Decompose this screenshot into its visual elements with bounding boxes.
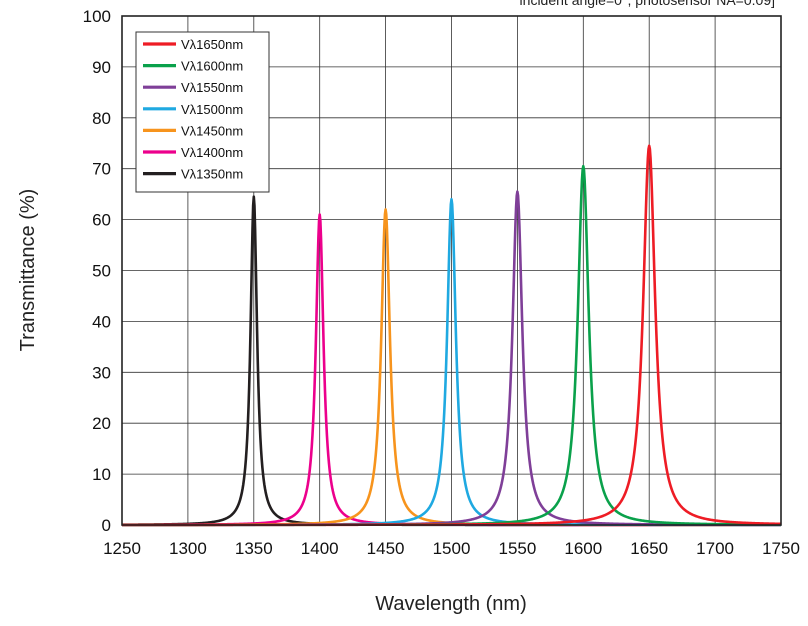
legend-label: Vλ1400nm (181, 145, 243, 160)
grid-lines (122, 16, 781, 525)
x-tick-label: 1400 (301, 539, 339, 558)
y-tick-label: 40 (92, 312, 111, 331)
legend-label: Vλ1450nm (181, 123, 243, 138)
y-tick-label: 80 (92, 109, 111, 128)
x-tick-label: 1550 (498, 539, 536, 558)
x-tick-label: 1700 (696, 539, 734, 558)
y-tick-label: 0 (102, 516, 111, 535)
y-tick-labels: 0 10 20 30 40 50 60 70 80 90 100 (83, 7, 111, 535)
x-tick-label: 1300 (169, 539, 207, 558)
y-tick-label: 100 (83, 7, 111, 26)
legend-label: Vλ1600nm (181, 59, 243, 74)
y-tick-label: 30 (92, 363, 111, 382)
legend-label: Vλ1500nm (181, 102, 243, 117)
x-axis-title: Wavelength (nm) (375, 593, 527, 615)
legend-label: Vλ1650nm (181, 37, 243, 52)
x-tick-label: 1350 (235, 539, 273, 558)
x-tick-label: 1750 (762, 539, 800, 558)
chart-condition-note: incident angle=0°, photosensor NA=0.09] (520, 0, 775, 8)
x-tick-label: 1450 (367, 539, 405, 558)
y-tick-label: 70 (92, 160, 111, 179)
legend-box (135, 31, 270, 193)
y-tick-label: 60 (92, 211, 111, 230)
x-tick-label: 1500 (433, 539, 471, 558)
x-tick-label: 1600 (564, 539, 602, 558)
legend: Vλ1650nm Vλ1600nm Vλ1550nm Vλ1500nm Vλ1450nm… (135, 31, 270, 193)
y-tick-label: 50 (92, 262, 111, 281)
y-axis-title: Transmittance (%) (17, 189, 39, 352)
legend-label: Vλ1350nm (181, 167, 243, 182)
x-tick-label: 1650 (630, 539, 668, 558)
y-tick-label: 90 (92, 58, 111, 77)
legend-label: Vλ1550nm (181, 80, 243, 95)
y-tick-label: 20 (92, 414, 111, 433)
x-tick-labels: 1250 1300 1350 1400 1450 1500 1550 1600 1650 1700… (103, 539, 800, 558)
plot-frame (121, 15, 782, 526)
y-tick-label: 10 (92, 465, 111, 484)
x-tick-label: 1250 (103, 539, 141, 558)
